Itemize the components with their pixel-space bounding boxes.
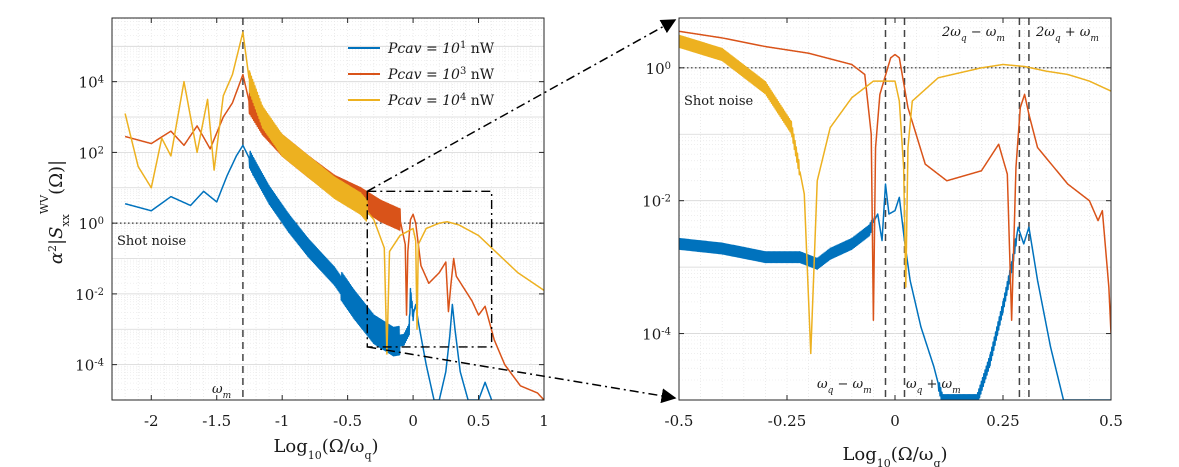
y-tick-label: 10-2 xyxy=(642,193,671,211)
y-tick-label: 104 xyxy=(79,74,104,92)
right-ticks: -0.5 -0.25 0 0.25 0.5 10-4 10-2 100 xyxy=(642,18,1123,430)
x-tick-label: 0.5 xyxy=(1099,412,1123,430)
left-grid xyxy=(112,18,544,400)
x-tick-label: 0.5 xyxy=(467,412,491,430)
zoom-arrow-top xyxy=(366,19,677,192)
series-line xyxy=(679,183,1111,400)
label-2omega-q-plus-omega-m: 2ωq + ωm xyxy=(1035,25,1099,44)
right-x-axis-label: Log10(Ω/ωq) xyxy=(842,444,947,467)
right-grid xyxy=(679,18,1111,400)
left-panel: -2 -1.5 -1 -0.5 0 0.5 1 10-4 10-2 100 102 104 Shot … xyxy=(38,17,549,462)
legend: Pcav = 101 nW Pcav = 103 nW Pcav = 104 n… xyxy=(348,40,495,110)
y-tick-label: 100 xyxy=(79,215,104,233)
y-tick-label: 10-4 xyxy=(75,357,104,375)
left-x-axis-label: Log10(Ω/ωq) xyxy=(273,436,378,462)
legend-entry-10-4: Pcav = 104 nW xyxy=(348,92,495,110)
left-shot-noise-label: Shot noise xyxy=(117,234,186,249)
y-tick-label: 10-4 xyxy=(642,326,671,344)
legend-label-10-3: Pcav = 103 nW xyxy=(387,66,495,84)
left-axes-frame xyxy=(111,17,545,401)
right-series xyxy=(679,30,1111,400)
legend-label-10-4: Pcav = 104 nW xyxy=(387,92,495,110)
x-tick-label: -0.25 xyxy=(768,412,806,430)
series-line xyxy=(679,34,1111,355)
left-y-axis-label: α2|SxxWV(Ω)| xyxy=(38,160,72,264)
legend-entry-10-3: Pcav = 103 nW xyxy=(348,66,495,84)
left-ticks: -2 -1.5 -1 -0.5 0 0.5 1 10-4 10-2 100 102 104 xyxy=(75,18,549,430)
x-tick-label: 1 xyxy=(539,412,549,430)
x-tick-label: 0 xyxy=(408,412,418,430)
series-line xyxy=(124,31,544,355)
x-tick-label: -0.5 xyxy=(665,412,694,430)
x-tick-label: -2 xyxy=(144,412,159,430)
zoom-arrows xyxy=(366,19,677,404)
y-tick-label: 10-2 xyxy=(75,286,104,304)
y-tick-label: 100 xyxy=(646,60,671,78)
label-2omega-q-minus-omega-m: 2ωq − ωm xyxy=(941,25,1005,44)
right-shot-noise-label: Shot noise xyxy=(684,94,753,109)
x-tick-label: -1.5 xyxy=(202,412,231,430)
legend-label-10-1: Pcav = 101 nW xyxy=(387,40,495,58)
left-reference-lines xyxy=(112,18,544,400)
x-tick-label: -0.5 xyxy=(333,412,362,430)
legend-entry-10-1: Pcav = 101 nW xyxy=(348,40,495,58)
y-tick-label: 102 xyxy=(79,144,104,162)
series-line xyxy=(679,30,1111,334)
x-tick-label: 0 xyxy=(890,412,900,430)
x-tick-label: -1 xyxy=(275,412,290,430)
x-tick-label: 0.25 xyxy=(986,412,1019,430)
left-series xyxy=(124,31,544,400)
zoom-inset-box xyxy=(366,190,493,348)
zoom-arrow-bottom xyxy=(367,346,677,404)
series-line xyxy=(124,144,493,400)
